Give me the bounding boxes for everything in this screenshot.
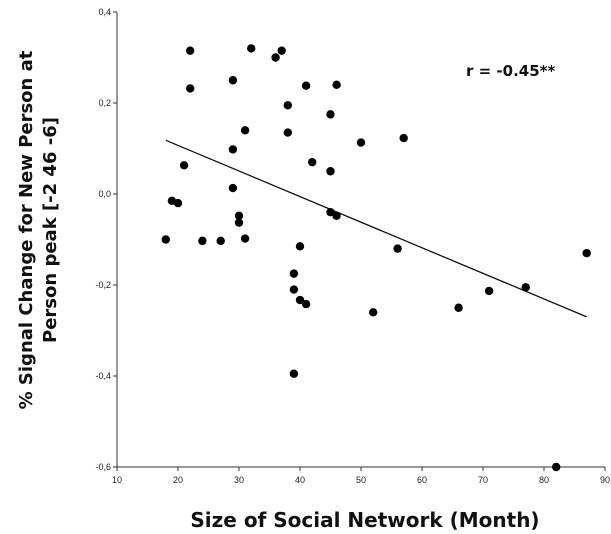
y-tick-label: 0,2: [98, 98, 111, 108]
y-tick-label: -0,4: [95, 371, 111, 381]
x-tick-label: 90: [600, 475, 610, 485]
data-point: [289, 285, 299, 294]
y-tick-label: 0,4: [98, 7, 111, 17]
x-tick-label: 50: [356, 475, 366, 485]
data-point: [332, 211, 341, 221]
x-axis-title: Size of Social Network (Month): [190, 508, 539, 532]
data-point: [228, 76, 238, 85]
data-point: [198, 236, 207, 246]
data-point: [369, 308, 378, 317]
x-tick-label: 20: [173, 475, 183, 485]
data-point: [228, 145, 238, 154]
data-point: [289, 369, 299, 378]
data-point: [301, 81, 311, 90]
data-point: [234, 218, 244, 227]
data-point: [173, 198, 183, 208]
data-point: [393, 244, 402, 253]
data-points: [161, 44, 591, 472]
x-tick-label: 60: [417, 475, 427, 485]
data-point: [186, 46, 195, 55]
data-point: [295, 295, 305, 305]
data-point: [308, 157, 317, 167]
correlation-annotation: r = -0.45**: [466, 62, 555, 80]
data-point: [228, 183, 238, 193]
data-point: [161, 235, 170, 244]
trendline-group: [165, 139, 587, 318]
y-ticks: -0,6 -0,4 -0,2 0,0 0,2 0,4: [95, 7, 117, 472]
data-point: [454, 303, 463, 312]
data-point: [301, 299, 311, 309]
y-tick-label: -0,6: [95, 462, 111, 472]
data-point: [326, 110, 335, 119]
y-axis-title-line-1: % Signal Change for New Person at: [16, 50, 37, 409]
y-axis-title-line-2: Person peak [-2 46 -6]: [40, 117, 61, 343]
axes: [116, 12, 605, 468]
data-point: [240, 234, 250, 243]
y-axis-title: % Signal Change for New Person at Person…: [16, 50, 61, 409]
data-point: [247, 44, 256, 53]
data-point: [326, 167, 335, 176]
x-tick-label: 40: [295, 475, 305, 485]
x-tick-label: 80: [539, 475, 549, 485]
data-point: [289, 269, 299, 278]
data-point: [240, 126, 250, 135]
data-point: [332, 80, 341, 90]
data-point: [179, 161, 189, 170]
data-point: [582, 248, 591, 258]
data-point: [295, 242, 305, 251]
data-point: [552, 462, 561, 472]
data-point: [521, 283, 530, 292]
y-tick-label: 0,0: [98, 189, 111, 199]
data-point: [283, 101, 292, 110]
data-point: [399, 133, 408, 143]
data-point: [234, 211, 244, 221]
data-point: [326, 208, 335, 217]
x-tick-label: 70: [478, 475, 488, 485]
data-point: [277, 46, 286, 55]
data-point: [271, 53, 280, 62]
x-tick-label: 10: [112, 475, 122, 485]
data-point: [186, 84, 195, 93]
data-point: [283, 128, 292, 137]
data-point: [484, 286, 494, 296]
trendline: [165, 139, 587, 318]
data-point: [356, 138, 366, 147]
y-tick-label: -0,2: [95, 280, 111, 290]
x-ticks: 10 20 30 40 50 60 70 80 90: [112, 467, 610, 485]
data-point: [216, 236, 225, 246]
x-tick-label: 30: [234, 475, 244, 485]
